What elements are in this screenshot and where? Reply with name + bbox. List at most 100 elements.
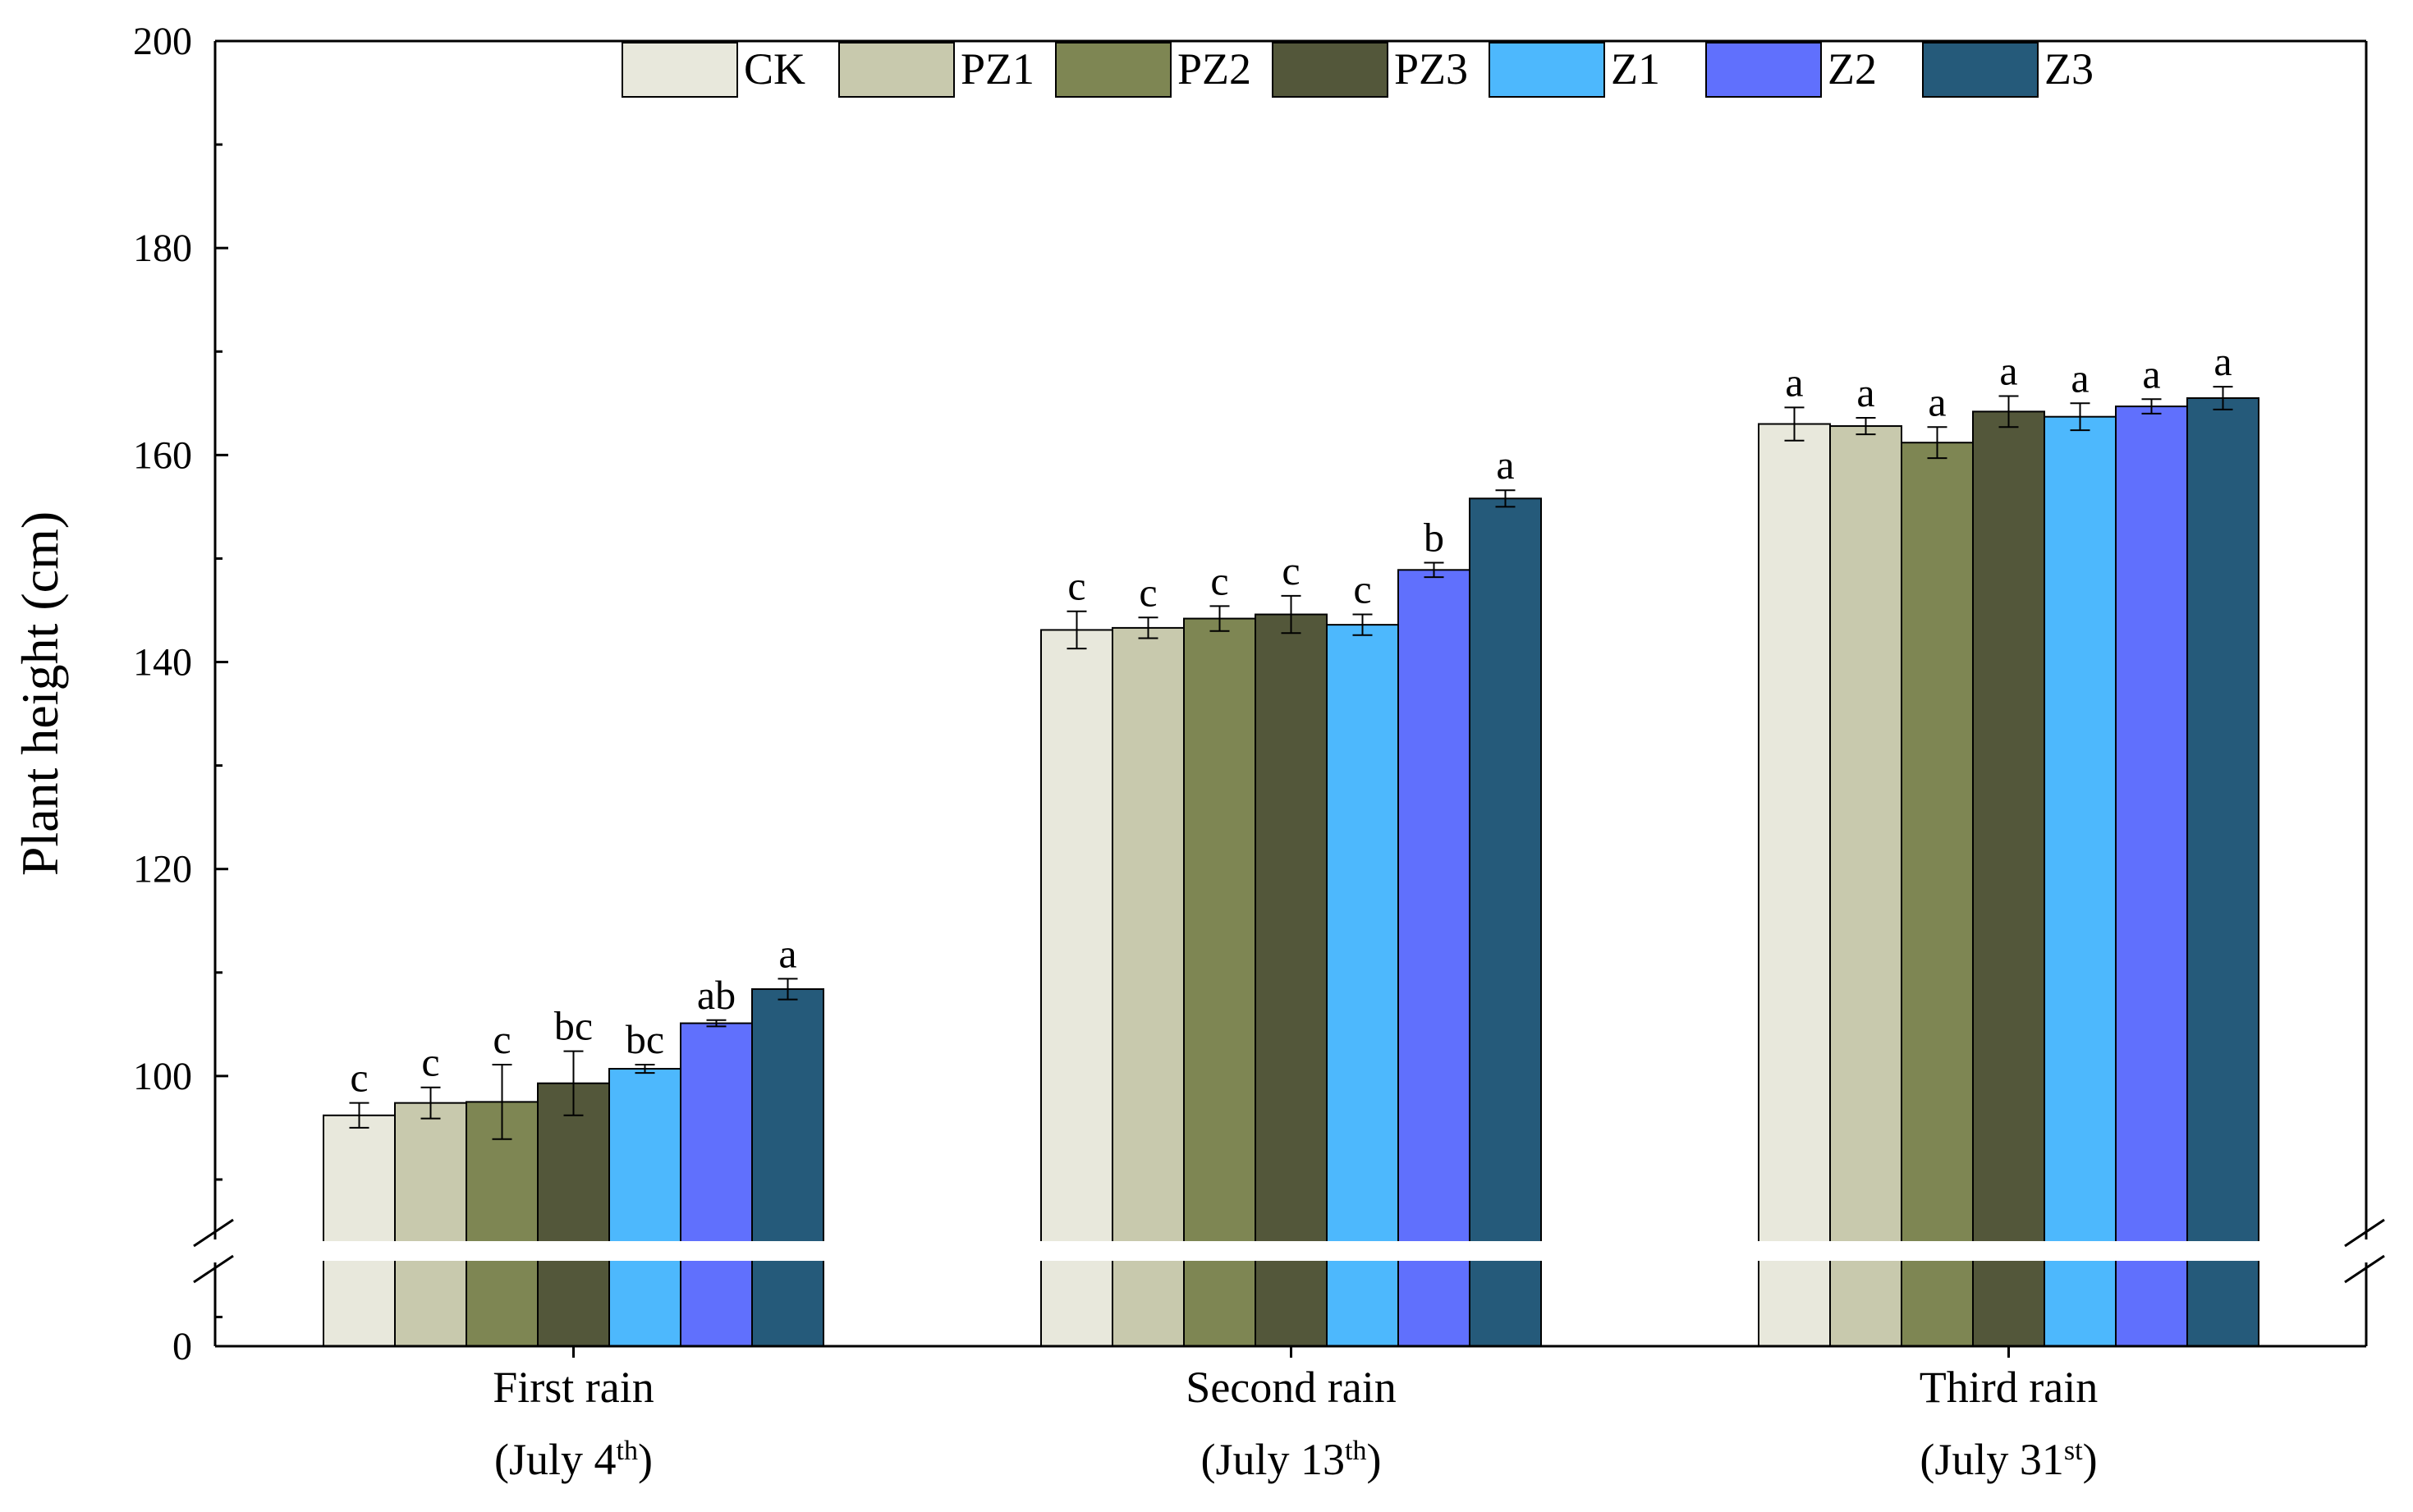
date-text: (July 4 xyxy=(494,1435,617,1484)
y-tick-label: 180 xyxy=(133,227,192,270)
y-axis-title: Plant height (cm) xyxy=(11,511,69,876)
date-superscript: th xyxy=(617,1436,638,1466)
y-tick-label: 200 xyxy=(133,20,192,63)
error-bar-pz3-1 xyxy=(563,1050,584,1116)
bar-z2-2 xyxy=(1397,569,1470,1347)
axis-break-band xyxy=(217,1241,2365,1261)
legend-swatch-ck xyxy=(622,42,738,98)
legend-label-z3: Z3 xyxy=(2044,44,2094,94)
significance-label-pz1-2: c xyxy=(1139,569,1157,615)
significance-label-z1-2: c xyxy=(1353,566,1371,612)
error-bar-pz3-3 xyxy=(1998,395,2019,428)
legend-label-pz1: PZ1 xyxy=(961,44,1034,94)
significance-label-pz1-1: c xyxy=(421,1039,439,1085)
bars-layer xyxy=(323,386,2259,1348)
error-bar-z2-2 xyxy=(1424,561,1444,579)
y-tick-label: 0 xyxy=(172,1325,192,1368)
significance-label-pz1-3: a xyxy=(1856,369,1874,415)
x-category-date: (July 31st) xyxy=(1920,1435,2097,1484)
bar-z2-1 xyxy=(680,1022,753,1347)
bar-pz3-2 xyxy=(1255,613,1328,1347)
legend: CK PZ1 PZ2 PZ3 Z1 Z2 Z3 xyxy=(622,42,2094,98)
axis-break-mark xyxy=(2344,1218,2385,1248)
significance-label-pz2-3: a xyxy=(1928,378,1946,424)
legend-label-z1: Z1 xyxy=(1611,44,1660,94)
significance-label-pz3-3: a xyxy=(1999,347,2017,393)
date-superscript: th xyxy=(1345,1436,1366,1466)
bar-pz1-2 xyxy=(1112,626,1185,1347)
significance-label-z3-2: a xyxy=(1496,442,1514,488)
error-bar-z3-2 xyxy=(1495,489,1516,508)
significance-label-z2-3: a xyxy=(2142,351,2160,396)
error-bar-z1-3 xyxy=(2070,402,2090,432)
error-bar-pz3-2 xyxy=(1281,594,1301,635)
date-close: ) xyxy=(2083,1435,2098,1484)
bar-ck-1 xyxy=(323,1114,396,1347)
y-tick-label: 160 xyxy=(133,433,192,477)
axis-break-mark xyxy=(2344,1254,2385,1284)
bar-pz3-3 xyxy=(1972,410,2045,1347)
error-bar-z3-1 xyxy=(778,978,798,1001)
bar-pz1-1 xyxy=(394,1102,467,1348)
error-bar-pz1-1 xyxy=(420,1086,441,1120)
date-close: ) xyxy=(638,1435,653,1484)
x-category-label: Third rain xyxy=(1920,1363,2098,1412)
significance-label-ck-3: a xyxy=(1785,359,1803,405)
error-bar-z2-3 xyxy=(2141,398,2162,415)
date-text: (July 13 xyxy=(1201,1435,1346,1484)
y-tick-label: 140 xyxy=(133,641,192,685)
x-category-label: First rain xyxy=(493,1363,654,1412)
x-category-date: (July 13th) xyxy=(1201,1435,1382,1484)
error-bar-z1-1 xyxy=(635,1064,655,1074)
significance-label-z2-2: b xyxy=(1424,514,1444,560)
legend-label-pz2: PZ2 xyxy=(1177,44,1251,94)
error-bar-ck-2 xyxy=(1067,610,1087,650)
labels-layer: ccaccaccabccabccaabbaaaa1001201401601802… xyxy=(11,20,2232,1484)
x-category-date: (July 4th) xyxy=(494,1435,653,1484)
error-bar-z2-1 xyxy=(706,1019,727,1028)
date-superscript: st xyxy=(2064,1436,2083,1466)
axis-break-mark xyxy=(193,1218,234,1248)
significance-label-z3-3: a xyxy=(2213,338,2232,384)
legend-label-pz3: PZ3 xyxy=(1394,44,1468,94)
error-bar-z1-2 xyxy=(1352,613,1373,636)
significance-label-ck-2: c xyxy=(1067,563,1085,609)
error-bar-pz2-3 xyxy=(1927,426,1947,460)
legend-swatch-pz3 xyxy=(1272,42,1388,98)
bar-z3-3 xyxy=(2186,397,2259,1347)
error-bar-ck-3 xyxy=(1784,406,1805,442)
error-bar-pz2-1 xyxy=(492,1064,512,1140)
legend-swatch-z2 xyxy=(1705,42,1822,98)
bar-z1-2 xyxy=(1326,624,1399,1347)
legend-swatch-z1 xyxy=(1489,42,1605,98)
bar-ck-2 xyxy=(1040,629,1113,1347)
bar-pz3-1 xyxy=(537,1082,610,1348)
significance-label-pz3-1: bc xyxy=(554,1003,593,1049)
bar-pz2-3 xyxy=(1901,442,1974,1347)
legend-label-z2: Z2 xyxy=(1828,44,1877,94)
legend-swatch-pz1 xyxy=(838,42,955,98)
y-tick-label: 120 xyxy=(133,848,192,891)
bar-pz1-3 xyxy=(1829,425,1902,1347)
error-bar-pz1-3 xyxy=(1856,416,1876,436)
bar-z1-1 xyxy=(608,1068,681,1347)
axis-break-layer xyxy=(217,1241,2365,1261)
significance-label-z1-1: bc xyxy=(626,1016,664,1062)
legend-label-ck: CK xyxy=(744,44,805,94)
significance-label-ck-1: c xyxy=(350,1055,368,1101)
bar-z2-3 xyxy=(2115,405,2188,1348)
error-bar-pz2-2 xyxy=(1209,605,1230,632)
legend-swatch-z3 xyxy=(1922,42,2039,98)
axis-break-mark xyxy=(193,1254,234,1284)
date-close: ) xyxy=(1366,1435,1381,1484)
significance-label-pz3-2: c xyxy=(1282,548,1300,593)
error-bar-z3-3 xyxy=(2213,386,2233,410)
significance-label-z1-3: a xyxy=(2071,355,2089,401)
bar-ck-3 xyxy=(1758,423,1831,1347)
x-category-label: Second rain xyxy=(1186,1363,1396,1412)
legend-swatch-pz2 xyxy=(1055,42,1172,98)
error-bar-pz1-2 xyxy=(1138,616,1158,639)
bar-z3-1 xyxy=(751,987,824,1348)
